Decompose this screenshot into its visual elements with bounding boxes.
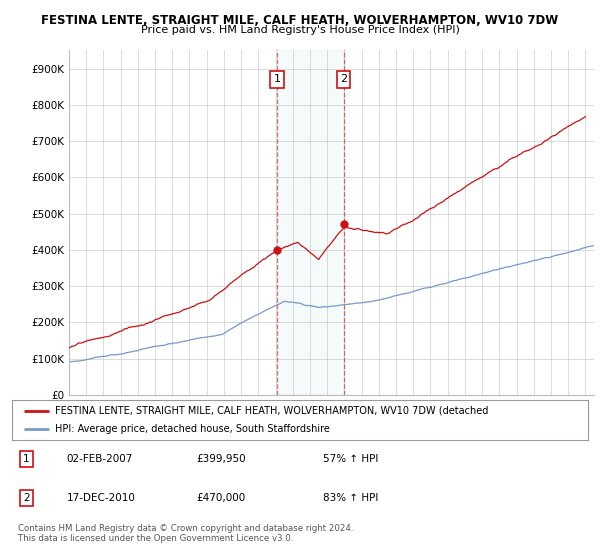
Text: £470,000: £470,000 — [196, 493, 245, 503]
Text: 57% ↑ HPI: 57% ↑ HPI — [323, 454, 379, 464]
Text: 1: 1 — [274, 74, 280, 85]
Text: 1: 1 — [23, 454, 30, 464]
Text: Contains HM Land Registry data © Crown copyright and database right 2024.
This d: Contains HM Land Registry data © Crown c… — [18, 524, 353, 543]
Text: 2: 2 — [23, 493, 30, 503]
Text: 2: 2 — [340, 74, 347, 85]
Bar — [277, 50, 344, 395]
Text: FESTINA LENTE, STRAIGHT MILE, CALF HEATH, WOLVERHAMPTON, WV10 7DW: FESTINA LENTE, STRAIGHT MILE, CALF HEATH… — [41, 14, 559, 27]
Text: £399,950: £399,950 — [196, 454, 246, 464]
Text: Price paid vs. HM Land Registry's House Price Index (HPI): Price paid vs. HM Land Registry's House … — [140, 25, 460, 35]
Text: HPI: Average price, detached house, South Staffordshire: HPI: Average price, detached house, Sout… — [55, 424, 330, 434]
Text: 17-DEC-2010: 17-DEC-2010 — [67, 493, 136, 503]
Text: FESTINA LENTE, STRAIGHT MILE, CALF HEATH, WOLVERHAMPTON, WV10 7DW (detached: FESTINA LENTE, STRAIGHT MILE, CALF HEATH… — [55, 406, 488, 416]
Text: 02-FEB-2007: 02-FEB-2007 — [67, 454, 133, 464]
Text: 83% ↑ HPI: 83% ↑ HPI — [323, 493, 379, 503]
